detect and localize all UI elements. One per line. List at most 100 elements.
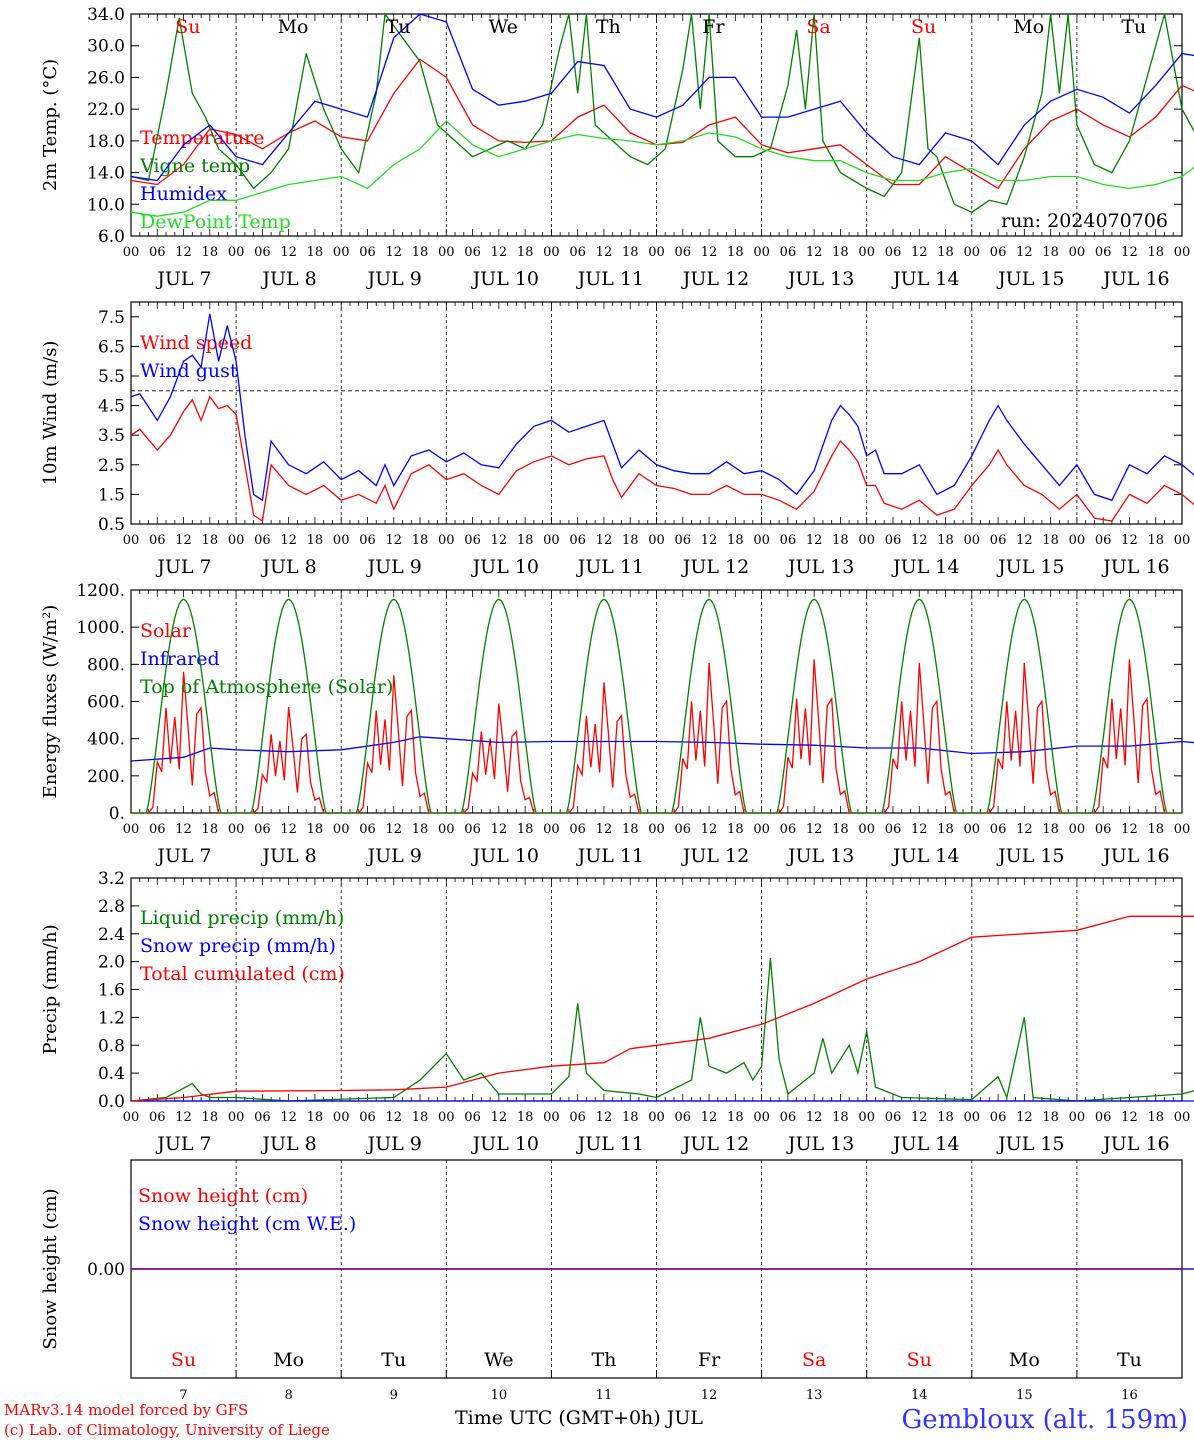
x-hour-label: 06 xyxy=(990,245,1007,260)
station-label: Gembloux (alt. 159m) xyxy=(902,1405,1188,1435)
x-hour-label: 06 xyxy=(569,1110,586,1125)
x-hour-label: 06 xyxy=(359,822,376,837)
x-hour-label: 00 xyxy=(543,533,560,548)
x-hour-label: 18 xyxy=(307,822,324,837)
x-hour-label: 12 xyxy=(175,245,192,260)
legend-entry: Infrared xyxy=(140,648,220,670)
x-hour-label: 18 xyxy=(937,1110,954,1125)
x-hour-label: 00 xyxy=(1174,245,1191,260)
x-date-label: JUL 15 xyxy=(996,1133,1064,1155)
x-day-abbrev: Fr xyxy=(698,1349,721,1371)
x-hour-label: 00 xyxy=(648,533,665,548)
x-date-label: JUL 7 xyxy=(155,268,211,290)
x-hour-label: 06 xyxy=(149,822,166,837)
x-date-label: JUL 11 xyxy=(576,1133,644,1155)
legend-entry: Top of Atmosphere (Solar) xyxy=(140,676,393,698)
x-hour-label: 18 xyxy=(412,533,429,548)
x-date-label: JUL 9 xyxy=(365,556,421,578)
x-hour-label: 18 xyxy=(412,822,429,837)
y-tick-label: 2.8 xyxy=(98,897,125,917)
x-hour-label: 12 xyxy=(806,822,823,837)
x-hour-label: 12 xyxy=(385,1110,402,1125)
x-hour-label: 00 xyxy=(858,245,875,260)
x-hour-label: 00 xyxy=(228,1110,245,1125)
x-hour-label: 06 xyxy=(675,822,692,837)
x-hour-label: 00 xyxy=(333,1110,350,1125)
x-hour-label: 00 xyxy=(858,822,875,837)
top-day-abbrev: Fr xyxy=(702,16,725,38)
x-date-label: JUL 9 xyxy=(365,845,421,867)
x-hour-label: 18 xyxy=(1147,533,1164,548)
x-hour-label: 18 xyxy=(1042,822,1059,837)
x-date-label: JUL 7 xyxy=(155,556,211,578)
x-date-label: JUL 14 xyxy=(891,268,959,290)
y-axis-label: 10m Wind (m/s) xyxy=(40,341,61,486)
x-hour-label: 06 xyxy=(1095,822,1112,837)
x-date-label: JUL 12 xyxy=(681,1133,749,1155)
x-hour-label: 00 xyxy=(123,1110,140,1125)
x-hour-label: 00 xyxy=(123,822,140,837)
x-hour-label: 00 xyxy=(228,533,245,548)
x-date-label: JUL 13 xyxy=(786,556,854,578)
x-hour-label: 12 xyxy=(596,1110,613,1125)
y-tick-label: 18.0 xyxy=(87,132,125,152)
x-date-label: JUL 11 xyxy=(576,556,644,578)
x-hour-label: 00 xyxy=(964,822,981,837)
y-axis-label: Snow height (cm) xyxy=(40,1188,61,1349)
x-date-label: JUL 13 xyxy=(786,1133,854,1155)
series-line xyxy=(131,598,1182,814)
x-hour-label: 12 xyxy=(596,533,613,548)
x-hour-label: 12 xyxy=(280,245,297,260)
legend-entry: Liquid precip (mm/h) xyxy=(140,907,344,929)
x-hour-label: 18 xyxy=(1147,1110,1164,1125)
x-date-label: JUL 8 xyxy=(260,1133,316,1155)
x-hour-label: 12 xyxy=(701,533,718,548)
legend-entry: Total cumulated (cm) xyxy=(140,963,345,985)
x-hour-label: 00 xyxy=(333,822,350,837)
x-hour-label: 00 xyxy=(228,822,245,837)
legend-entry: Temperature xyxy=(140,127,264,149)
x-date-label: JUL 7 xyxy=(155,1133,211,1155)
legend-entry: Humidex xyxy=(140,183,227,205)
x-hour-label: 18 xyxy=(727,245,744,260)
x-hour-label: 18 xyxy=(307,533,324,548)
x-hour-label: 06 xyxy=(675,245,692,260)
x-day-number: 10 xyxy=(491,1388,508,1403)
panel-2: 0.5 1.5 2.5 3.5 4.5 5.5 6.5 7.5 10m Wind (m/s) 00… xyxy=(40,301,1194,578)
x-hour-label: 00 xyxy=(228,245,245,260)
x-hour-label: 12 xyxy=(280,822,297,837)
x-hour-label: 06 xyxy=(675,1110,692,1125)
model-credit: MARv3.14 model forced by GFS xyxy=(4,1401,248,1419)
x-hour-label: 18 xyxy=(832,533,849,548)
x-hour-label: 06 xyxy=(149,245,166,260)
x-hour-label: 06 xyxy=(990,533,1007,548)
legend-entry: DewPoint Temp xyxy=(140,211,291,233)
lab-credit: (c) Lab. of Climatology, University of L… xyxy=(4,1421,330,1439)
x-hour-label: 00 xyxy=(438,533,455,548)
x-hour-label: 00 xyxy=(964,533,981,548)
x-hour-label: 12 xyxy=(385,245,402,260)
x-hour-label: 06 xyxy=(780,245,797,260)
x-date-label: JUL 14 xyxy=(891,556,959,578)
x-hour-label: 06 xyxy=(1095,245,1112,260)
series-line xyxy=(130,12,1194,213)
series-line xyxy=(130,58,1194,190)
series-line xyxy=(130,313,1194,502)
x-hour-label: 06 xyxy=(1095,533,1112,548)
x-hour-label: 12 xyxy=(911,1110,928,1125)
y-tick-label: 22.0 xyxy=(87,100,125,120)
x-date-label: JUL 12 xyxy=(681,556,749,578)
x-hour-label: 18 xyxy=(412,245,429,260)
x-hour-label: 12 xyxy=(1016,533,1033,548)
x-date-label: JUL 10 xyxy=(471,1133,539,1155)
top-day-abbrev: Tu xyxy=(386,16,411,38)
legend-entry: Wind speed xyxy=(140,332,252,354)
x-hour-label: 00 xyxy=(543,1110,560,1125)
y-tick-label: 3.5 xyxy=(98,426,125,446)
x-hour-label: 06 xyxy=(780,533,797,548)
y-axis-label: Precip (mm/h) xyxy=(40,924,61,1054)
x-hour-label: 12 xyxy=(491,822,508,837)
x-hour-label: 06 xyxy=(569,245,586,260)
x-hour-label: 18 xyxy=(307,245,324,260)
x-hour-label: 06 xyxy=(675,533,692,548)
